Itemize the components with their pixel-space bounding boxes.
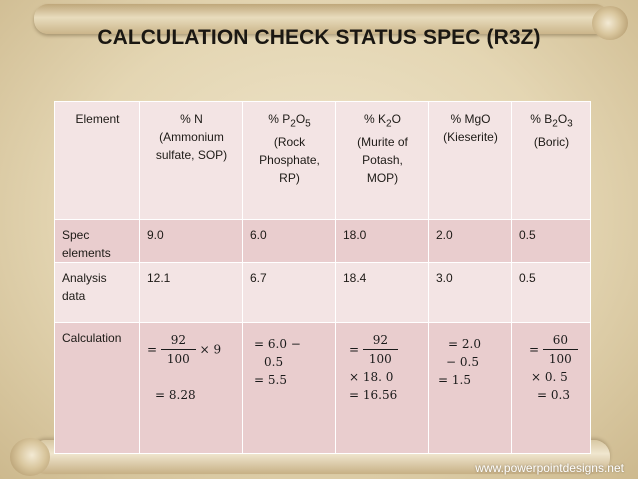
- website-watermark: www.powerpointdesigns.net: [475, 461, 624, 475]
- scroll-roll-left: [10, 438, 50, 476]
- table-cell: 18.4: [335, 262, 429, 323]
- table-cell: 0.5: [511, 262, 591, 323]
- calc-n: = 92 100 × 9 = 8.28: [139, 322, 243, 454]
- scroll-roll-right: [592, 6, 628, 40]
- calc-mgo: = 2.0 − 0.5 = 1.5: [428, 322, 512, 454]
- slide-title: CALCULATION CHECK STATUS SPEC (R3Z): [97, 26, 541, 49]
- table-cell: 3.0: [428, 262, 512, 323]
- spec-table: Element % N (Ammonium sulfate, SOP) % P2…: [54, 101, 591, 454]
- fraction: 92 100: [160, 331, 196, 368]
- table-cell: 2.0: [428, 219, 512, 263]
- row-label: Analysis data: [54, 262, 140, 323]
- calc-p2o5: = 6.0 − 0.5 = 5.5: [242, 322, 336, 454]
- row-label: Spec elements: [54, 219, 140, 263]
- header-mgo: % MgO (Kieserite): [428, 101, 512, 220]
- header-k2o: % K2O (Murite of Potash, MOP): [335, 101, 429, 220]
- table-cell: 18.0: [335, 219, 429, 263]
- scroll-top-edge: [34, 4, 609, 34]
- table-header-row: Element % N (Ammonium sulfate, SOP) % P2…: [54, 101, 591, 220]
- table-cell: 6.0: [242, 219, 336, 263]
- header-p2o5: % P2O5 (Rock Phosphate, RP): [242, 101, 336, 220]
- calc-k2o: = 92 100 × 18. 0 = 16.56: [335, 322, 429, 454]
- table-row-spec: Spec elements 9.0 6.0 18.0 2.0 0.5: [54, 219, 591, 263]
- fraction: 92 100: [362, 331, 398, 368]
- fraction: 60 100: [542, 331, 578, 368]
- row-label: Calculation: [54, 322, 140, 454]
- header-n: % N (Ammonium sulfate, SOP): [139, 101, 243, 220]
- table-cell: 9.0: [139, 219, 243, 263]
- table-row-calculation: Calculation = 92 100 × 9 = 8.28 = 6.0 − 0…: [54, 322, 591, 454]
- table-cell: 12.1: [139, 262, 243, 323]
- calc-b2o3: = 60 100 × 0. 5 = 0.3: [511, 322, 591, 454]
- header-element: Element: [54, 101, 140, 220]
- table-cell: 6.7: [242, 262, 336, 323]
- table-row-analysis: Analysis data 12.1 6.7 18.4 3.0 0.5: [54, 262, 591, 323]
- table-cell: 0.5: [511, 219, 591, 263]
- header-b2o3: % B2O3 (Boric): [511, 101, 591, 220]
